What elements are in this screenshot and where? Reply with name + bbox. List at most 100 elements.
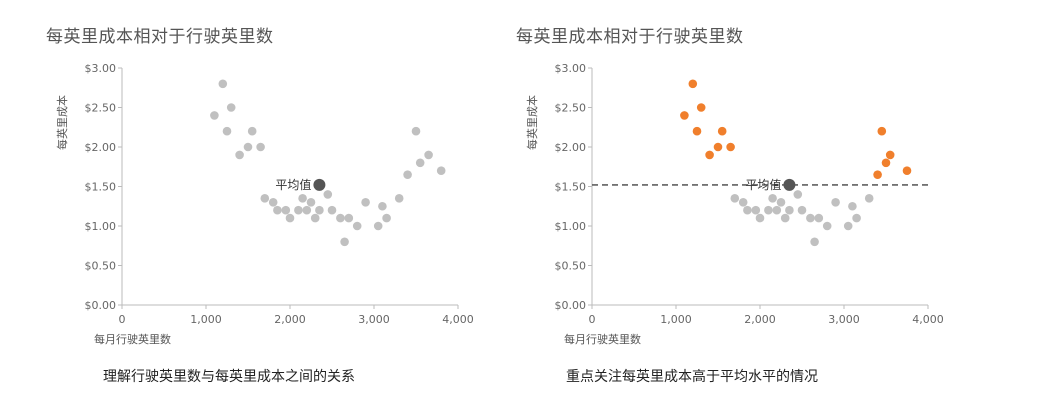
data-point bbox=[751, 205, 761, 215]
data-point bbox=[822, 221, 832, 231]
data-point bbox=[810, 237, 819, 247]
data-point bbox=[268, 198, 278, 207]
x-tick-label: 4,000 bbox=[442, 313, 474, 326]
y-tick-label: $2.50 bbox=[555, 102, 587, 115]
data-point bbox=[755, 213, 765, 223]
y-tick-label: $3.00 bbox=[555, 62, 587, 75]
highlight-point bbox=[692, 126, 702, 136]
x-tick-label: 2,000 bbox=[274, 313, 306, 326]
data-point bbox=[382, 213, 391, 223]
data-point bbox=[403, 170, 412, 179]
data-point bbox=[281, 205, 291, 215]
data-point bbox=[415, 158, 425, 168]
y-tick-label: $0.00 bbox=[555, 299, 587, 312]
y-tick-label: $1.00 bbox=[85, 220, 117, 233]
data-point bbox=[814, 213, 824, 223]
data-point bbox=[256, 142, 265, 152]
average-label: 平均值 bbox=[275, 177, 311, 192]
data-point bbox=[764, 205, 773, 215]
y-tick-label: $1.50 bbox=[555, 181, 587, 194]
x-axis-title: 每月行驶英里数 bbox=[94, 332, 171, 346]
data-point bbox=[315, 205, 324, 215]
y-tick-label: $0.50 bbox=[555, 260, 587, 273]
data-point bbox=[378, 201, 387, 211]
data-point bbox=[247, 126, 257, 136]
average-point bbox=[313, 178, 326, 191]
data-point bbox=[436, 166, 446, 175]
x-axis-title: 每月行驶英里数 bbox=[564, 332, 641, 346]
x-tick-label: 2,000 bbox=[744, 313, 776, 326]
data-point bbox=[793, 190, 803, 199]
y-tick-label: $3.00 bbox=[85, 62, 117, 75]
highlight-point bbox=[705, 150, 714, 160]
data-point bbox=[852, 213, 861, 223]
chart-panel-right: 每英里成本相对于行驶英里数 $0.00 $0.50 $1.00 $1.50 $2.00 $… bbox=[470, 0, 970, 400]
data-point bbox=[306, 198, 316, 207]
data-point bbox=[785, 205, 794, 215]
average-label: 平均值 bbox=[745, 177, 781, 192]
y-tick-label: $2.50 bbox=[85, 102, 117, 115]
x-tick-label: 1,000 bbox=[190, 313, 222, 326]
data-point bbox=[218, 79, 228, 89]
y-tick-label: $1.50 bbox=[85, 181, 117, 194]
data-point bbox=[302, 205, 312, 215]
y-tick-label: $0.50 bbox=[85, 260, 117, 273]
data-point bbox=[738, 198, 748, 207]
scatter-chart-left: $0.00 $0.50 $1.00 $1.50 $2.00 $2.50 $3.00 0 1,00… bbox=[55, 62, 474, 346]
highlight-point bbox=[717, 126, 727, 136]
data-point bbox=[285, 213, 295, 223]
average-point bbox=[783, 178, 796, 191]
data-point bbox=[411, 126, 421, 136]
chart-title: 每英里成本相对于行驶英里数 bbox=[516, 27, 744, 47]
data-point bbox=[210, 111, 219, 120]
data-point bbox=[222, 126, 232, 136]
data-point bbox=[843, 221, 853, 231]
highlight-point bbox=[726, 142, 735, 152]
highlight-point bbox=[877, 126, 887, 136]
x-tick-label: 0 bbox=[119, 313, 126, 326]
data-point bbox=[780, 213, 790, 223]
x-tick-label: 3,000 bbox=[828, 313, 860, 326]
chart-title: 每英里成本相对于行驶英里数 bbox=[46, 27, 274, 47]
y-tick-label: $0.00 bbox=[85, 299, 117, 312]
data-point bbox=[336, 213, 345, 223]
chart-panel-left: 每英里成本相对于行驶英里数 $0.00 $0.50 $1.00 $1.50 $2.00 $… bbox=[0, 0, 500, 400]
data-point bbox=[344, 213, 354, 223]
data-point bbox=[848, 201, 857, 211]
data-point bbox=[352, 221, 362, 231]
highlight-point bbox=[713, 142, 723, 152]
highlight-point bbox=[902, 166, 912, 175]
y-tick-label: $2.00 bbox=[85, 141, 117, 154]
data-point bbox=[226, 103, 236, 112]
y-tick-label: $2.00 bbox=[555, 141, 587, 154]
x-tick-label: 1,000 bbox=[660, 313, 692, 326]
data-point bbox=[424, 150, 433, 160]
data-point bbox=[743, 205, 752, 215]
highlight-point bbox=[696, 103, 706, 112]
data-point bbox=[327, 205, 337, 215]
y-axis-title: 每英里成本 bbox=[525, 95, 539, 150]
highlight-point bbox=[873, 170, 882, 179]
x-tick-label: 0 bbox=[589, 313, 596, 326]
highlight-point bbox=[680, 111, 689, 120]
data-point bbox=[273, 205, 282, 215]
data-point bbox=[864, 194, 874, 203]
data-point bbox=[323, 190, 333, 199]
data-point bbox=[294, 205, 303, 215]
data-point bbox=[776, 198, 786, 207]
data-point bbox=[394, 194, 404, 203]
highlight-point bbox=[881, 158, 891, 168]
chart-caption: 重点关注每英里成本高于平均水平的情况 bbox=[566, 369, 818, 385]
data-point bbox=[298, 194, 307, 203]
data-point bbox=[831, 198, 840, 207]
data-point bbox=[235, 150, 244, 160]
data-point bbox=[243, 142, 253, 152]
data-point bbox=[340, 237, 349, 247]
scatter-chart-right: $0.00 $0.50 $1.00 $1.50 $2.00 $2.50 $3.00 0 1,00… bbox=[525, 62, 944, 346]
data-point bbox=[310, 213, 320, 223]
highlight-point bbox=[688, 79, 698, 89]
x-tick-label: 4,000 bbox=[912, 313, 944, 326]
data-point bbox=[768, 194, 777, 203]
data-point bbox=[797, 205, 807, 215]
chart-caption: 理解行驶英里数与每英里成本之间的关系 bbox=[103, 369, 355, 385]
